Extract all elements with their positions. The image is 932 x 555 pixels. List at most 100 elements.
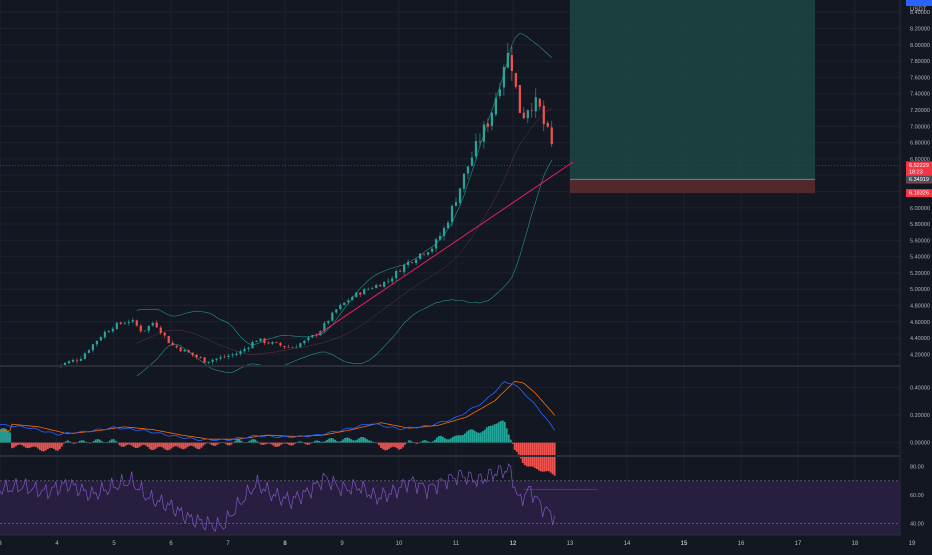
macd-histogram-bar (162, 442, 165, 449)
candle-body (442, 228, 446, 237)
macd-histogram-bar (511, 442, 514, 444)
price-tick-label: 4.80000 (910, 304, 930, 310)
macd-histogram-bar (236, 439, 239, 443)
candle-body (191, 352, 194, 356)
macd-histogram-bar (336, 441, 339, 443)
price-tick-label: 0.40000 (910, 386, 930, 392)
macd-histogram-bar (276, 442, 279, 447)
macd-histogram-bar (44, 442, 47, 451)
candle-body (502, 67, 505, 88)
macd-histogram-bar (406, 442, 408, 443)
stop-loss-zone (570, 179, 816, 194)
macd-histogram-bar (39, 442, 41, 451)
macd-histogram-bar (292, 442, 295, 446)
candle-body (422, 254, 426, 255)
candle-body (63, 362, 67, 365)
macd-histogram-bar (74, 442, 77, 444)
macd-histogram-bar (465, 431, 468, 443)
macd-histogram-bar (318, 441, 321, 443)
candle-body (99, 337, 102, 341)
macd-histogram-bar (7, 430, 9, 443)
candle-body (159, 327, 162, 334)
take-profit-zone (570, 0, 816, 180)
macd-histogram-bar (142, 442, 145, 445)
macd-histogram-bar (302, 442, 305, 444)
macd-histogram-bar (326, 439, 329, 443)
macd-histogram-bar (140, 442, 143, 446)
macd-histogram-bar (222, 442, 225, 444)
macd-histogram-bar (114, 440, 117, 443)
macd-histogram-bar (426, 440, 428, 443)
macd-histogram-bar (513, 442, 516, 450)
candle-body (550, 127, 553, 145)
price-tick-label: 0.00000 (910, 441, 930, 447)
candle-countdown: 18:23 (909, 169, 923, 175)
macd-histogram-bar (238, 439, 241, 443)
time-tick-label: 7 (226, 541, 230, 547)
trendline-group[interactable] (316, 161, 574, 337)
macd-histogram-bar (451, 436, 454, 443)
candle-body (415, 259, 418, 263)
macd-histogram-bar (180, 442, 183, 449)
candle-body (283, 345, 286, 348)
macd-histogram-bar (469, 429, 472, 443)
macd-histogram-bar (216, 442, 219, 445)
candle-body (526, 110, 529, 119)
macd-histogram-bar (306, 442, 309, 445)
candle-body (331, 312, 334, 321)
macd-histogram-bar (264, 442, 267, 445)
macd-histogram-bar (284, 442, 287, 444)
price-tick-label: 4.60000 (910, 320, 930, 326)
macd-histogram-bar (410, 440, 412, 443)
candle-body (474, 141, 478, 157)
macd-histogram-bar (66, 440, 69, 443)
price-tick-label: 80.00 (910, 465, 924, 471)
rsi-band (0, 480, 900, 538)
macd-histogram-bar (138, 442, 141, 447)
candle-body (462, 173, 466, 189)
macd-histogram-bar (48, 442, 51, 448)
macd-histogram-bar (527, 442, 530, 467)
macd-histogram-bar (354, 440, 357, 443)
macd-histogram-bar (228, 442, 231, 446)
macd-histogram-bar (439, 435, 442, 443)
candle-body (450, 205, 454, 223)
macd-histogram-bar (497, 422, 500, 443)
macd-histogram-bar (106, 441, 109, 443)
macd-histogram-bar (434, 439, 436, 443)
macd-histogram-bar (122, 442, 125, 447)
price-tick-label: 5.60000 (910, 238, 930, 244)
macd-histogram-bar (206, 442, 209, 444)
macd-histogram-bar (130, 442, 133, 446)
candle-body (151, 322, 154, 326)
candle-body (227, 355, 230, 357)
macd-histogram-bar (282, 442, 285, 444)
candle-body (367, 288, 370, 290)
time-tick-label: 3 (0, 541, 2, 547)
candle-body (115, 322, 118, 329)
macd-histogram-bar (274, 442, 277, 447)
macd-histogram-bar (278, 442, 281, 447)
macd-histogram-bar (204, 442, 207, 444)
macd-histogram-bar (146, 442, 149, 447)
macd-histogram-bar (56, 442, 59, 451)
macd-histogram-bar (290, 442, 293, 446)
candles[interactable] (55, 43, 553, 369)
candle-body (287, 347, 290, 348)
candle-body (506, 52, 509, 68)
price-tick-label: 6.80000 (910, 141, 930, 147)
candle-body (383, 281, 386, 287)
time-scale[interactable] (0, 535, 932, 550)
macd-histogram-bar (479, 432, 482, 443)
long-position-tool[interactable] (570, 0, 816, 194)
candle-body (135, 320, 138, 326)
macd-histogram-bar (344, 438, 347, 443)
candle-body (363, 289, 366, 295)
candle-body (538, 98, 541, 107)
price-scale[interactable] (900, 0, 932, 550)
macd-histogram-bar (224, 442, 227, 444)
position-stop-badge-bg (906, 189, 932, 198)
pane-separators[interactable] (0, 365, 900, 457)
macd-histogram-bar (304, 442, 307, 444)
